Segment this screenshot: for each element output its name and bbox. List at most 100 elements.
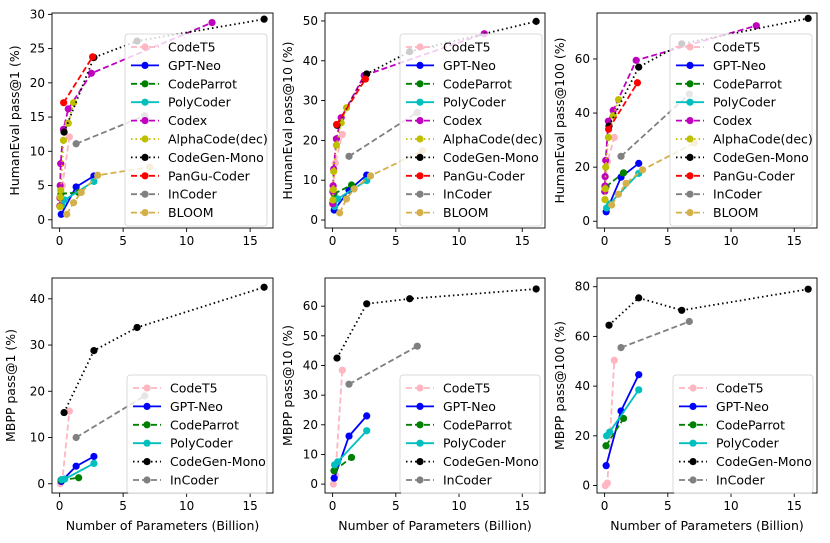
legend-label: AlphaCode(dec)	[443, 132, 543, 147]
series-codegen-mono	[605, 285, 812, 329]
legend-label: InCoder	[716, 473, 766, 488]
legend-swatch-marker	[143, 439, 151, 447]
legend-label: CodeT5	[443, 381, 491, 396]
legend-box	[126, 374, 268, 494]
data-point	[338, 366, 346, 374]
data-point	[333, 354, 341, 362]
legend-label: BLOOM	[443, 205, 489, 220]
series-codeparrot	[330, 453, 356, 475]
subplot-3: 0 5 10 15 0 20 40 60 HumanEval pass@100 (%) CodeT…	[552, 12, 818, 248]
data-point	[64, 105, 72, 113]
series-line	[605, 172, 625, 188]
data-point	[336, 209, 344, 217]
series-pangu-coder	[60, 53, 97, 107]
data-point	[60, 99, 68, 107]
legend-swatch-marker	[141, 117, 149, 125]
data-point	[260, 15, 268, 23]
y-tick-label: 30	[303, 388, 318, 402]
series-incoder	[617, 317, 693, 352]
y-tick-label: 25	[30, 42, 45, 56]
legend-label: CodeParrot	[716, 417, 785, 432]
legend-label: GPT-Neo	[443, 58, 496, 73]
x-tick-label: 15	[515, 499, 530, 513]
data-point	[635, 371, 643, 379]
legend-swatch-marker	[141, 80, 149, 88]
legend-label: PanGu-Coder	[443, 168, 526, 183]
series-line	[348, 345, 418, 385]
data-point	[330, 467, 338, 475]
data-point	[72, 140, 80, 148]
legend-swatch-marker	[416, 61, 424, 69]
legend-swatch-marker	[141, 98, 149, 106]
data-point	[363, 427, 371, 435]
y-tick-label: 0	[310, 213, 318, 227]
data-point	[72, 183, 80, 191]
legend-label: BLOOM	[168, 205, 214, 220]
series-codeparrot	[602, 414, 628, 450]
legend-label: GPT-Neo	[170, 399, 223, 414]
y-tick-label: 20	[30, 384, 45, 398]
data-point	[57, 210, 65, 218]
x-tick-label: 15	[242, 234, 257, 248]
x-tick-label: 10	[723, 234, 738, 248]
legend-swatch-marker	[686, 98, 694, 106]
data-point	[619, 169, 628, 177]
data-point	[603, 479, 611, 487]
legend-swatch-marker	[416, 117, 424, 125]
data-point	[804, 285, 812, 293]
x-tick-label: 15	[242, 499, 257, 513]
y-tick-label: 0	[582, 479, 590, 493]
series-line	[332, 107, 348, 201]
subplot-1: 0 5 10 15 0 5 10 15 20 25 30 HumanEval pass@1 (%) Co…	[7, 7, 274, 248]
legend-label: CodeGen-Mono	[170, 454, 266, 469]
legend-swatch-marker	[689, 476, 697, 484]
legend: CodeT5 GPT-Neo CodeParrot PolyCoder Codex Alp…	[669, 33, 813, 227]
legend-label: InCoder	[168, 187, 218, 202]
data-point	[334, 458, 342, 466]
axes-frame	[596, 12, 818, 229]
data-point	[90, 177, 98, 186]
data-point	[633, 79, 642, 87]
legend-swatch-marker	[141, 209, 149, 217]
data-point	[90, 452, 98, 461]
legend-swatch-marker	[143, 402, 151, 410]
series-line	[59, 411, 71, 485]
legend-label: CodeGen-Mono	[443, 454, 539, 469]
y-tick-label: 40	[30, 292, 45, 306]
legend-swatch-marker	[416, 384, 424, 392]
y-tick-label: 60	[575, 52, 590, 66]
subplot-6: 0 5 10 15 0 20 40 60 80 MBPP pass@100 (%) Number o…	[552, 277, 818, 533]
legend: CodeT5 GPT-Neo CodeParrot PolyCoder CodeGen-…	[672, 374, 814, 494]
legend-label: AlphaCode(dec)	[168, 132, 268, 147]
data-point	[338, 130, 346, 139]
legend-swatch-marker	[686, 61, 694, 69]
data-point	[602, 156, 610, 164]
legend-label: PolyCoder	[443, 95, 507, 110]
x-tick-label: 10	[723, 499, 738, 513]
data-point	[94, 171, 102, 179]
legend-label: InCoder	[443, 187, 493, 202]
legend-swatch-marker	[416, 458, 424, 466]
y-tick-label: 20	[575, 429, 590, 443]
y-tick-label: 60	[575, 329, 590, 343]
legend-label: GPT-Neo	[443, 399, 496, 414]
legend-label: PolyCoder	[443, 436, 507, 451]
y-axis-label: HumanEval pass@1 (%)	[7, 45, 22, 195]
data-point	[635, 386, 643, 394]
series-polycoder	[603, 386, 643, 440]
data-point	[619, 414, 628, 423]
data-point	[77, 188, 85, 196]
series-line	[603, 24, 757, 192]
data-point	[604, 133, 613, 142]
legend-swatch-marker	[416, 190, 424, 198]
legend-swatch-marker	[143, 476, 151, 484]
data-point	[602, 163, 610, 171]
subplot-2: 0 5 10 15 0 10 20 30 40 50 HumanEval pass@10 (%) Co…	[280, 12, 546, 248]
x-axis-label: Number of Parameters (Billion)	[338, 518, 532, 533]
x-tick-label: 10	[451, 499, 466, 513]
legend-swatch-marker	[689, 384, 697, 392]
x-tick-label: 5	[392, 499, 400, 513]
legend-label: CodeT5	[168, 40, 216, 55]
legend-label: AlphaCode(dec)	[713, 132, 813, 147]
